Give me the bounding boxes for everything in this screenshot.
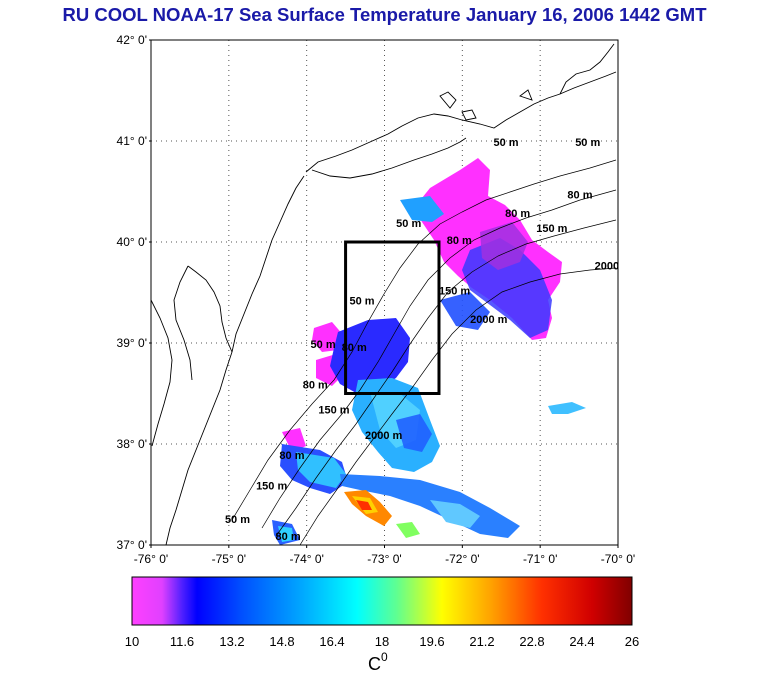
lon-tick-label: -70° 0' [601,552,635,566]
coastline-cape-cod [559,43,615,95]
coastline-chesapeake [151,299,173,447]
lat-tick-label: 37° 0' [117,538,147,552]
contour-label: 2000 m [365,430,403,442]
lon-tick-label: -72° 0' [445,552,479,566]
colorbar-tick-label: 24.4 [569,634,594,649]
contour-150m [275,219,617,537]
axis-labels: 42° 0' 41° 0' 40° 0' 39° 0' 38° 0' 37° 0'-76°… [117,33,636,566]
study-area-box [344,240,441,395]
colorbar-tick-label: 19.6 [419,634,444,649]
sst-patch-lightblue-south [430,500,480,528]
lat-tick-label: 42° 0' [117,33,147,47]
contour-80m [261,189,617,529]
contour-label: 80 m [447,235,472,247]
sst-patch-blue-mid [396,414,432,452]
contour-label: 2000 [595,260,619,272]
coastline-long-island [311,137,467,179]
colorbar-tick-label: 13.2 [219,634,244,649]
lat-tick-label: 39° 0' [117,336,147,350]
colorbar-tick-label: 10 [125,634,139,649]
sst-patch-warm-red [356,500,372,510]
colorbar-tick-label: 14.8 [269,634,294,649]
sst-patch-cyan-speck [548,402,586,414]
colorbar-tick-label: 21.2 [469,634,494,649]
contour-label: 80 m [505,208,530,220]
lon-tick-label: -75° 0' [212,552,246,566]
sst-patch-blue-offshore [440,292,490,330]
sst-patch-green [396,522,420,538]
contour-label: 50 m [311,339,336,351]
colorbar-unit-superscript: 0 [381,650,388,664]
contour-label: 150 m [318,405,349,417]
contour-label: 50 m [396,218,421,230]
contour-label: 2000 m [470,314,508,326]
lat-tick-label: 38° 0' [117,437,147,451]
colorbar-tick-label: 22.8 [519,634,544,649]
sst-patch-blue-north [462,238,552,338]
sst-patch-cyan-south3 [278,526,294,542]
contour-2000m [299,267,617,545]
coastline-delaware-bay [187,265,233,353]
lon-tick-label: -74° 0' [289,552,323,566]
lat-tick-label: 41° 0' [117,134,147,148]
coastline-new-england [305,71,617,173]
contour-label: 150 m [439,286,470,298]
sst-patch-magenta-south [282,428,306,452]
coastline [151,43,617,545]
colorbar-tick-label: 26 [625,634,639,649]
lon-tick-label: -76° 0' [134,552,168,566]
lat-tick-label: 40° 0' [117,235,147,249]
lon-tick-label: -71° 0' [523,552,557,566]
contour-label: 80 m [279,450,304,462]
colorbar-tick-label: 16.4 [319,634,344,649]
contour-label: 50 m [493,137,518,149]
contour-label: 150 m [536,223,567,235]
sst-patch-purple-north [480,222,528,270]
colorbar-tick-labels: 10 11.6 13.2 14.8 16.4 18 19.6 21.2 22.8 24.4 26 [125,634,639,649]
lon-tick-label: -73° 0' [367,552,401,566]
contour-label: 50 m [225,514,250,526]
colorbar-tick-label: 18 [375,634,389,649]
coastline-islands [439,89,533,121]
colorbar [131,576,633,626]
colorbar-unit-label: C0 [368,650,388,674]
contour-label: 80 m [567,190,592,202]
map-title: RU COOL NOAA-17 Sea Surface Temperature … [62,4,707,25]
contour-label: 150 m [256,480,287,492]
contour-label: 80 m [276,531,301,543]
sst-patch-cyan-south [296,452,346,488]
contour-label: 80 m [303,379,328,391]
colorbar-unit: C [368,654,381,674]
contour-label: 50 m [349,296,374,308]
coastline-inland-bay [173,265,193,381]
colorbar-tick-label: 11.6 [170,634,194,649]
contour-50m [231,159,617,521]
coastline-delmarva [165,351,233,545]
contour-label: 80 m [342,342,367,354]
sst-data-layer [272,158,586,545]
bathymetry-contours [231,159,617,545]
contour-labels: 50 m 50 m 80 m 80 m 150 m 2000 50 m 80 m 150 m 20… [225,137,619,543]
sst-patch-cyan-north [400,196,444,222]
coastline-nj [231,175,305,353]
contour-label: 50 m [575,137,600,149]
